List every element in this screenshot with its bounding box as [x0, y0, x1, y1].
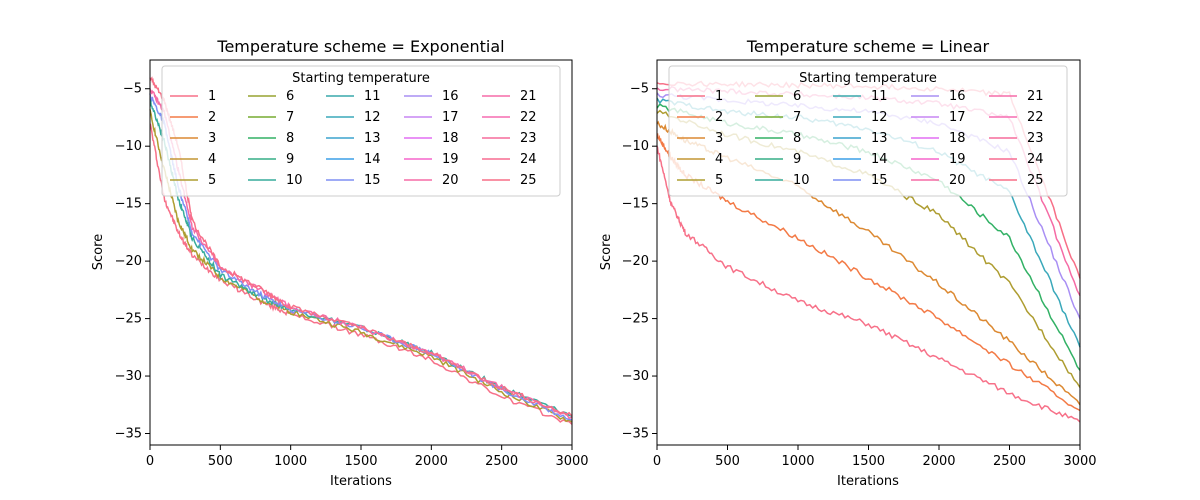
legend-entry: 17 [442, 110, 459, 125]
legend-title: Starting temperature [292, 71, 430, 86]
legend-entry: 12 [871, 110, 888, 125]
legend-entry: 7 [286, 110, 294, 125]
chart-title: Temperature scheme = Exponential [216, 37, 504, 56]
y-tick-label: −5 [123, 82, 142, 97]
legend-entry: 14 [364, 152, 381, 167]
y-tick-label: −20 [622, 254, 649, 269]
axis-ticks: 0 500 1000 1500 2000 2500 3000 −5 −10 −15 −20 −25 −3… [115, 82, 589, 469]
legend-entry: 19 [949, 152, 966, 167]
legend-entry: 8 [793, 131, 801, 146]
y-tick-label: −35 [622, 427, 649, 442]
legend: Starting temperature 1234567891011121314… [161, 65, 561, 197]
legend-entry: 4 [208, 152, 216, 167]
legend-entry: 1 [208, 89, 216, 104]
y-tick-label: −30 [115, 369, 142, 384]
legend-entry: 3 [208, 131, 216, 146]
legend-entry: 9 [286, 152, 294, 167]
y-axis-label: Score [599, 234, 614, 270]
legend-entry: 24 [520, 152, 537, 167]
x-tick-label: 3000 [1063, 454, 1096, 469]
y-tick-label: −30 [622, 369, 649, 384]
legend-entry: 16 [442, 89, 459, 104]
x-tick-label: 2000 [415, 454, 448, 469]
legend-entry: 10 [286, 173, 303, 188]
legend-entry: 4 [715, 152, 723, 167]
x-tick-label: 500 [715, 454, 740, 469]
x-tick-label: 2500 [993, 454, 1026, 469]
y-tick-label: −10 [115, 139, 142, 154]
x-tick-label: 2000 [922, 454, 955, 469]
x-axis-label: Iterations [330, 474, 392, 489]
axis-ticks: 0 500 1000 1500 2000 2500 3000 −5 −10 −15 −20 −25 −3… [622, 82, 1097, 469]
legend-entry: 7 [793, 110, 801, 125]
legend-entry: 1 [715, 89, 723, 104]
legend-entry: 8 [286, 131, 294, 146]
legend-entry: 9 [793, 152, 801, 167]
legend-entry: 20 [442, 173, 459, 188]
legend-entry: 25 [520, 173, 537, 188]
legend-items: 1234567891011121314151617181920212223242… [677, 89, 1044, 188]
legend-entry: 22 [520, 110, 537, 125]
series-line-1 [656, 145, 1081, 423]
legend-entry: 23 [520, 131, 537, 146]
legend-entry: 13 [364, 131, 381, 146]
y-tick-label: −35 [115, 427, 142, 442]
legend-entry: 6 [793, 89, 801, 104]
legend-title: Starting temperature [799, 71, 937, 86]
x-axis-label: Iterations [837, 474, 899, 489]
legend-entry: 12 [364, 110, 381, 125]
legend-entry: 21 [1027, 89, 1044, 104]
legend-entry: 24 [1027, 152, 1044, 167]
x-tick-label: 1500 [344, 454, 377, 469]
legend-entry: 19 [442, 152, 459, 167]
legend-entry: 25 [1027, 173, 1044, 188]
x-tick-label: 3000 [555, 454, 588, 469]
legend-entry: 15 [871, 173, 888, 188]
y-tick-label: −15 [622, 197, 649, 212]
y-axis-label: Score [91, 234, 106, 270]
y-tick-label: −25 [622, 312, 649, 327]
legend-entry: 18 [442, 131, 459, 146]
chart-title: Temperature scheme = Linear [746, 37, 990, 56]
legend-entry: 2 [208, 110, 216, 125]
legend-entry: 3 [715, 131, 723, 146]
legend-entry: 11 [364, 89, 381, 104]
legend-entry: 11 [871, 89, 888, 104]
legend-entry: 21 [520, 89, 537, 104]
legend-entry: 13 [871, 131, 888, 146]
x-tick-label: 500 [208, 454, 233, 469]
x-tick-label: 0 [653, 454, 661, 469]
y-tick-label: −5 [630, 82, 649, 97]
legend-entry: 2 [715, 110, 723, 125]
legend-entry: 6 [286, 89, 294, 104]
y-tick-label: −15 [115, 197, 142, 212]
legend-entry: 20 [949, 173, 966, 188]
chart-exponential: Temperature scheme = Exponential 0 500 100… [91, 37, 589, 489]
legend-entry: 14 [871, 152, 888, 167]
x-tick-label: 2500 [485, 454, 518, 469]
legend-entry: 5 [208, 173, 216, 188]
legend-entry: 16 [949, 89, 966, 104]
legend-entry: 10 [793, 173, 810, 188]
y-tick-label: −10 [622, 139, 649, 154]
x-tick-label: 1000 [781, 454, 814, 469]
legend-entry: 18 [949, 131, 966, 146]
chart-linear: Temperature scheme = Linear 0 500 1000 1500… [599, 37, 1097, 489]
legend-entry: 22 [1027, 110, 1044, 125]
x-tick-label: 1500 [852, 454, 885, 469]
x-tick-label: 0 [146, 454, 154, 469]
y-tick-label: −25 [115, 312, 142, 327]
x-tick-label: 1000 [274, 454, 307, 469]
legend-entry: 15 [364, 173, 381, 188]
y-tick-label: −20 [115, 254, 142, 269]
legend: Starting temperature 1234567891011121314… [668, 65, 1068, 197]
legend-entry: 23 [1027, 131, 1044, 146]
legend-entry: 17 [949, 110, 966, 125]
legend-entry: 5 [715, 173, 723, 188]
legend-items: 1234567891011121314151617181920212223242… [170, 89, 537, 188]
